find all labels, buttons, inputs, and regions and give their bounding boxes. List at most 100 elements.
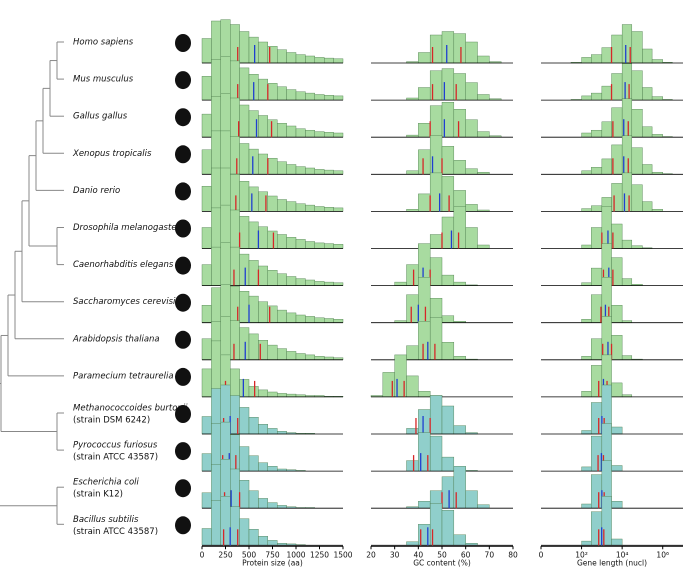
histogram-bar (277, 122, 287, 138)
histogram-bar (453, 281, 466, 286)
histogram-bar (239, 31, 250, 64)
histogram-bar (220, 167, 231, 212)
x-tick-label: 1250 (310, 550, 329, 559)
species-icon (175, 108, 191, 127)
histogram-bar (239, 327, 250, 361)
species-name: Danio rerio (73, 186, 120, 196)
histogram-bar (651, 96, 663, 101)
histogram-bar (611, 335, 623, 360)
histogram-bar (441, 146, 455, 175)
histogram-bar (201, 416, 212, 435)
histogram-bar (441, 405, 455, 435)
histogram-bar (220, 56, 231, 101)
histogram-bar (277, 393, 287, 398)
histogram-bar (642, 164, 653, 175)
histogram-bar (277, 431, 287, 435)
histogram-bar (591, 227, 603, 249)
histogram-bar (286, 312, 297, 323)
species-icon (175, 219, 191, 238)
histogram-bar (465, 490, 478, 509)
histogram-bar (477, 55, 490, 64)
histogram-bar (201, 38, 212, 64)
histogram-bar (429, 105, 443, 138)
histogram-bar (406, 541, 419, 546)
species-name: Methanococcoides burtonii (73, 404, 188, 414)
x-tick-label: 50 (437, 550, 447, 559)
histogram-bar (201, 113, 212, 138)
histogram-bar (591, 267, 603, 286)
histogram-bar (465, 41, 478, 64)
histogram-bar (465, 119, 478, 138)
species-icon (175, 330, 191, 349)
histogram-bar (611, 73, 623, 101)
x-axis-label: Gene length (nucl) (577, 558, 647, 567)
histogram-bar (418, 122, 431, 138)
histogram-bar (581, 170, 592, 175)
histogram-bar (642, 48, 653, 64)
histogram-bar (418, 391, 431, 398)
histogram-bar (277, 86, 287, 101)
histogram-bar (418, 277, 431, 323)
histogram-bar (418, 149, 431, 175)
histogram-bar (248, 295, 259, 323)
histogram-bar (591, 129, 603, 138)
histogram-bar (258, 153, 268, 175)
histogram-bar (621, 278, 633, 286)
strain-name: (strain DSM 6242) (73, 416, 150, 426)
histogram-bar (601, 85, 612, 101)
histogram-bar (441, 274, 455, 286)
species-name: Paramecium tetraurelia (73, 371, 174, 381)
histogram-bar (611, 305, 623, 323)
histogram-bar (220, 241, 231, 286)
histogram-bar (406, 375, 419, 398)
histogram-bar (324, 57, 334, 64)
x-tick-label: 80 (508, 550, 518, 559)
x-tick-label: 250 (218, 550, 233, 559)
histogram-bar (258, 226, 268, 249)
species-icon (175, 71, 191, 90)
species-icon (175, 34, 191, 52)
histogram-bar (286, 393, 297, 398)
histogram-bar (333, 282, 344, 286)
histogram-bar (239, 407, 250, 435)
histogram-bar (267, 83, 278, 101)
x-tick-label: 10² (575, 550, 588, 559)
histogram-bar (333, 132, 344, 138)
histogram-bar (248, 417, 259, 435)
species-name: Mus musculus (73, 75, 134, 85)
histogram-bar (201, 264, 212, 286)
histogram-bar (477, 504, 490, 509)
histogram-bar (418, 409, 431, 435)
histogram-bar (248, 36, 259, 64)
histogram-bar (220, 316, 231, 360)
histogram-bar (305, 92, 315, 101)
species-name: Saccharomyces cerevisiae (73, 297, 186, 307)
x-tick-label: 60 (461, 550, 471, 559)
histogram-bar (248, 260, 259, 286)
histogram-bar (591, 54, 603, 64)
histogram-bar (601, 277, 612, 323)
histogram-bar (201, 528, 212, 546)
histogram-bar (211, 246, 221, 286)
histogram-bar (258, 536, 268, 546)
histogram-bar (581, 540, 592, 546)
histogram-bar (333, 244, 344, 249)
histogram-bar (211, 423, 221, 472)
histogram-bar (314, 131, 325, 138)
x-axis-label: Protein size (aa) (242, 558, 303, 567)
histogram-bar (314, 317, 325, 323)
species-icon (175, 405, 191, 423)
histogram-bar (465, 227, 478, 249)
species-icon (175, 479, 191, 498)
histogram-bar (258, 265, 268, 286)
histogram-bar (248, 333, 259, 360)
histogram-bar (248, 221, 259, 249)
histogram-bar (305, 241, 315, 249)
histogram-bar (601, 158, 612, 175)
histogram-bar (324, 94, 334, 101)
histogram-bar (295, 278, 306, 286)
histogram-bar (601, 121, 612, 138)
histogram-bar (429, 317, 443, 360)
species-icon (175, 256, 191, 275)
